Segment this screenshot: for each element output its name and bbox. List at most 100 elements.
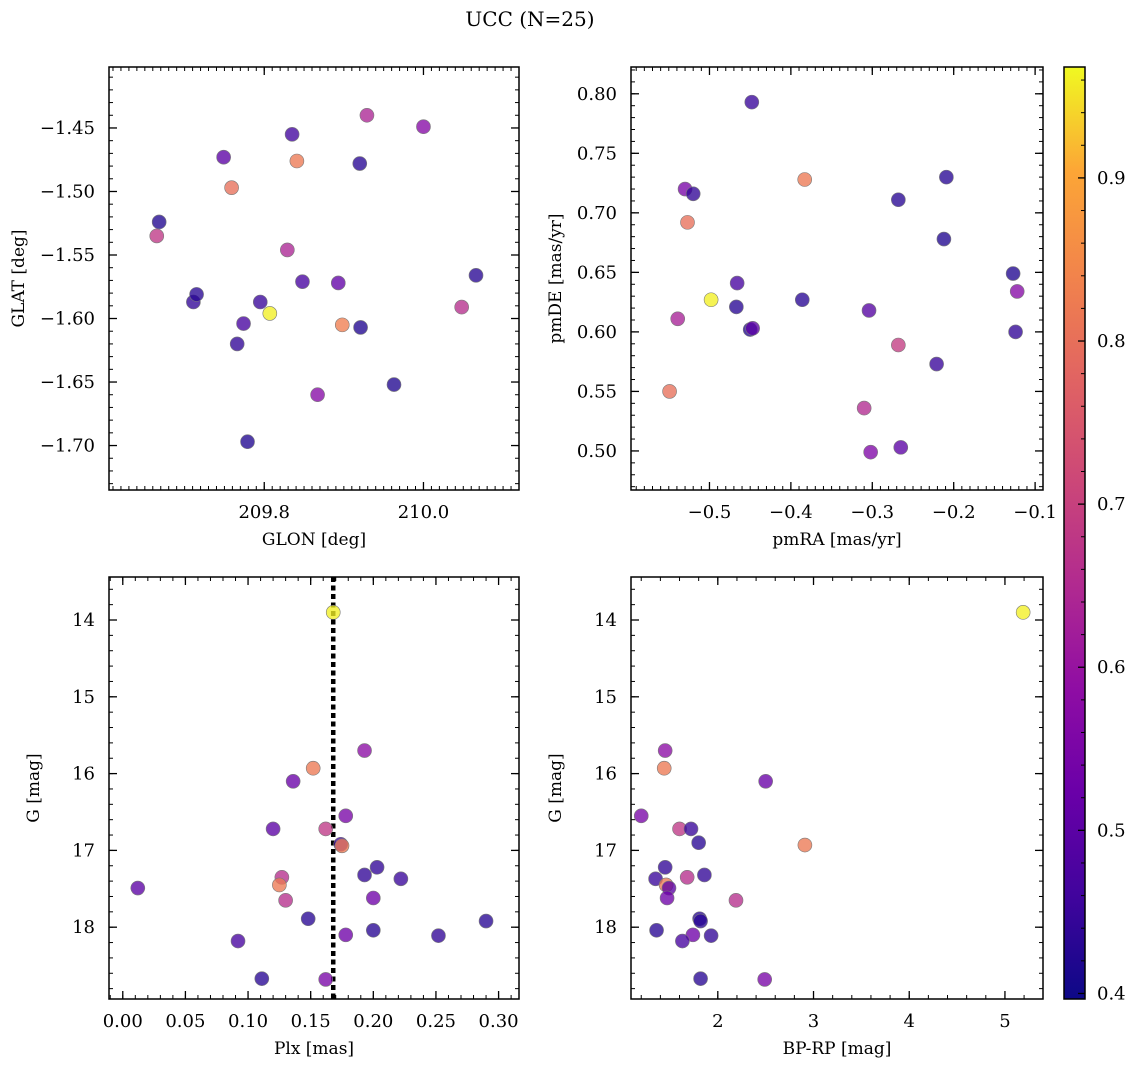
scatter-point xyxy=(693,913,708,929)
scatter-point xyxy=(1015,605,1031,620)
scatter-point xyxy=(703,928,719,943)
scatter-point xyxy=(393,871,409,887)
scatter-point xyxy=(334,838,350,854)
scatter-point xyxy=(657,743,673,758)
scatter-point xyxy=(416,119,431,135)
y-tick-label: 0.50 xyxy=(577,441,617,462)
colorbar-tick-label: 0.6 xyxy=(1097,657,1126,678)
panel-pmra-pmde: −0.5 −0.4 −0.3 −0.2 −0.1 0.50 0.55 0.60 0.65 0.70… xyxy=(546,66,1057,550)
scatter-point xyxy=(189,287,204,302)
x-tick-label: 210.0 xyxy=(398,502,450,523)
x-tick-label: 2 xyxy=(712,1011,723,1032)
scatter-point xyxy=(334,317,350,333)
y-axis-label: G [mag] xyxy=(24,753,44,822)
scatter-point xyxy=(929,356,944,372)
scatter-point xyxy=(856,400,872,416)
x-tick-label: 4 xyxy=(904,1011,915,1032)
scatter-point xyxy=(744,94,760,110)
y-tick-label: 15 xyxy=(594,687,617,708)
y-axis-label: pmDE [mas/yr] xyxy=(546,213,566,343)
scatter-point xyxy=(318,972,334,987)
y-tick-label: 16 xyxy=(594,764,617,785)
colorbar-tick-label: 0.9 xyxy=(1097,168,1126,189)
scatter-point xyxy=(284,127,300,142)
y-axis-label: GLAT [deg] xyxy=(9,229,29,327)
scatter-point xyxy=(357,867,372,883)
scatter-point xyxy=(633,808,649,824)
scatter-point xyxy=(656,760,672,776)
scatter-point xyxy=(330,275,346,291)
x-tick-label: −0.3 xyxy=(850,502,894,523)
scatter-point xyxy=(366,890,381,906)
y-tick-label: 0.70 xyxy=(577,203,617,224)
y-axis-label: G [mag] xyxy=(546,753,566,822)
scatter-point xyxy=(891,337,906,353)
scatter-point xyxy=(939,169,954,185)
scatter-point xyxy=(683,821,699,837)
y-tick-label: 0.60 xyxy=(577,322,617,343)
y-tick-label: 14 xyxy=(594,610,617,631)
scatter-point xyxy=(325,605,341,620)
x-tick-label: 0.25 xyxy=(416,1011,456,1032)
scatter-point xyxy=(649,922,664,938)
scatter-point xyxy=(352,156,368,171)
x-tick-label: −0.1 xyxy=(1013,502,1057,523)
scatter-point xyxy=(1008,324,1023,340)
colorbar-tick-label: 0.4 xyxy=(1097,983,1126,1004)
scatter-point xyxy=(758,773,773,789)
x-tick-label: −0.2 xyxy=(932,502,976,523)
scatter-point xyxy=(454,299,469,315)
scatter-point xyxy=(272,877,287,893)
scatter-point xyxy=(353,320,368,335)
x-axis-label: pmRA [mas/yr] xyxy=(772,530,901,550)
scatter-point xyxy=(265,821,281,837)
panel-plx-g: 0.00 0.05 0.10 0.15 0.20 0.25 0.30 14 15 16 17 18 P… xyxy=(24,576,520,1059)
x-tick-label: 0.20 xyxy=(353,1011,393,1032)
scatter-point xyxy=(278,893,293,908)
scatter-point xyxy=(357,743,372,758)
y-tick-label: −1.50 xyxy=(40,181,95,202)
y-tick-label: 18 xyxy=(72,917,95,938)
scatter-point xyxy=(657,859,673,875)
panel-glon-glat: 209.8 210.0 −1.45 −1.50 −1.55 −1.60 −1.65 −1.70… xyxy=(9,66,520,550)
y-tick-label: −1.60 xyxy=(40,309,95,330)
scatter-point xyxy=(728,893,744,908)
y-tick-label: 18 xyxy=(594,917,617,938)
y-tick-label: 0.55 xyxy=(577,381,617,402)
scatter-point xyxy=(691,835,706,851)
scatter-point xyxy=(224,180,239,195)
scatter-point xyxy=(149,228,165,244)
scatter-point xyxy=(670,311,686,327)
scatter-point xyxy=(305,760,321,776)
scatter-point xyxy=(797,172,813,187)
y-tick-label: −1.70 xyxy=(40,436,95,457)
scatter-point xyxy=(729,299,744,315)
scatter-point xyxy=(295,274,310,289)
scatter-point xyxy=(697,867,712,883)
y-tick-label: 17 xyxy=(594,840,617,861)
scatter-point xyxy=(229,336,245,352)
scatter-point xyxy=(861,303,877,318)
x-tick-label: 209.8 xyxy=(238,502,290,523)
scatter-point xyxy=(431,928,446,943)
scatter-point xyxy=(130,880,146,896)
y-tick-label: 16 xyxy=(72,764,95,785)
scatter-point xyxy=(230,933,246,949)
scatter-point xyxy=(659,890,675,906)
y-tick-label: −1.65 xyxy=(40,372,95,393)
y-tick-label: 17 xyxy=(72,840,95,861)
x-tick-label: 0.10 xyxy=(228,1011,268,1032)
scatter-point xyxy=(662,384,677,399)
scatter-point xyxy=(280,242,295,258)
y-tick-label: −1.55 xyxy=(40,245,95,266)
scatter-point xyxy=(1009,284,1025,299)
scatter-point xyxy=(338,927,354,943)
scatter-point xyxy=(216,149,231,165)
y-tick-label: 0.65 xyxy=(577,262,617,283)
scatter-point xyxy=(338,808,354,824)
x-tick-label: 3 xyxy=(808,1011,819,1032)
scatter-point xyxy=(359,107,375,123)
scatter-point xyxy=(757,972,773,987)
figure-title: UCC (N=25) xyxy=(465,7,594,31)
